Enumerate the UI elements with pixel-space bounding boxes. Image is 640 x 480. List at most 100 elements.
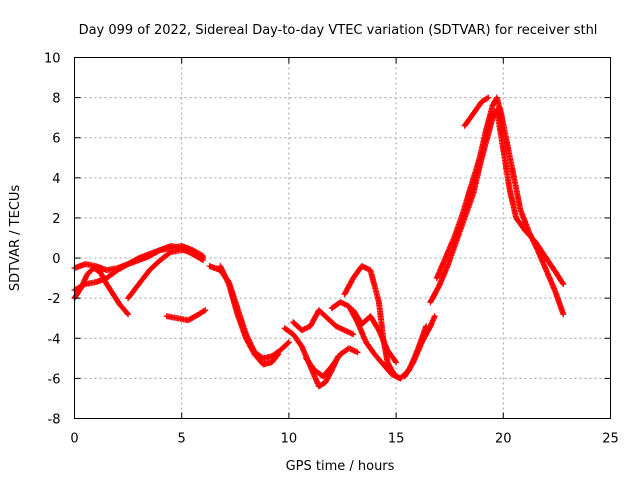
data-marker [511, 174, 524, 212]
data-marker [243, 335, 257, 356]
data-marker [384, 359, 395, 372]
data-marker [431, 313, 438, 320]
data-marker [135, 268, 152, 288]
data-marker [427, 284, 442, 306]
y-axis-title: SDTVAR / TECUs [8, 185, 23, 292]
data-marker [200, 255, 207, 262]
data-marker [375, 327, 390, 352]
data-marker [388, 367, 399, 379]
data-marker [363, 339, 377, 357]
chart-title: Day 099 of 2022, Sidereal Day-to-day VTE… [79, 23, 598, 38]
series-track-q [461, 94, 492, 129]
data-marker [526, 229, 540, 252]
data-marker [461, 111, 476, 129]
x-tick-label: 20 [495, 432, 512, 447]
data-marker [285, 339, 292, 346]
data-marker [275, 351, 282, 358]
data-marker [517, 206, 532, 234]
data-marker [303, 355, 317, 373]
x-tick-labels: 0 5 10 15 20 25 [70, 432, 618, 447]
data-marker [157, 249, 173, 264]
y-tick-label: 8 [52, 92, 60, 107]
data-marker [560, 281, 567, 288]
y-tick-label: -8 [48, 413, 61, 428]
data-marker [358, 263, 372, 273]
y-tick-label: -6 [48, 372, 61, 387]
data-marker [397, 375, 404, 382]
data-marker [324, 315, 338, 329]
data-marker [553, 271, 566, 286]
data-marker [298, 323, 312, 334]
data-marker [185, 312, 201, 324]
y-tick-label: 4 [52, 172, 60, 187]
data-marker [410, 340, 425, 366]
series-track-h [281, 325, 342, 390]
data-marker [444, 240, 459, 270]
data-marker [498, 110, 511, 148]
y-tick-label: 2 [52, 212, 60, 227]
data-marker [401, 360, 416, 380]
data-marker [195, 308, 207, 318]
data-marker [506, 186, 519, 220]
axis-ticks [74, 57, 611, 419]
data-marker [543, 267, 558, 292]
data-marker [281, 325, 295, 337]
data-marker [251, 351, 266, 367]
data-marker [350, 264, 364, 282]
data-marker [442, 236, 457, 262]
data-marker [470, 99, 484, 117]
x-tick-label: 5 [178, 432, 186, 447]
data-marker [500, 146, 513, 192]
data-marker [504, 142, 517, 180]
y-tick-label: 10 [44, 52, 61, 67]
series-track-n [401, 313, 438, 380]
data-marker [513, 214, 527, 232]
data-marker [345, 345, 360, 355]
data-marker [125, 255, 141, 268]
plot-frame [74, 57, 611, 419]
y-tick-label: 6 [52, 132, 60, 147]
x-tick-label: 15 [388, 432, 405, 447]
data-marker [384, 347, 399, 365]
data-marker [268, 352, 281, 366]
series-track-o [427, 106, 567, 306]
data-marker [485, 94, 492, 101]
series-track-d [125, 247, 207, 302]
data-marker [436, 264, 450, 290]
data-marker [315, 380, 328, 390]
data-marker [116, 301, 131, 317]
y-tick-label: 0 [52, 252, 60, 267]
series-track-b [71, 265, 132, 318]
data-marker [371, 351, 386, 367]
data-marker [114, 261, 130, 274]
data-marker [322, 368, 335, 386]
data-marker [543, 255, 560, 276]
data-marker [393, 373, 402, 381]
data-marker [476, 128, 489, 161]
x-tick-label: 10 [281, 432, 298, 447]
data-marker [483, 104, 496, 133]
data-marker [393, 359, 400, 366]
x-tick-label: 25 [602, 432, 619, 447]
y-tick-label: -2 [48, 292, 61, 307]
data-marker [459, 184, 474, 217]
series-track-m [350, 307, 400, 366]
data-marker [90, 265, 102, 275]
data-marks [71, 94, 567, 390]
data-marker [320, 364, 334, 380]
data-marker [163, 313, 179, 321]
data-marker [202, 307, 209, 314]
data-marker [551, 287, 566, 316]
data-marker [478, 95, 490, 105]
series-track-j [303, 345, 361, 380]
data-marker [225, 281, 240, 316]
data-marker [433, 256, 448, 282]
data-marker [125, 311, 132, 318]
data-marker [493, 106, 507, 152]
data-marker [341, 276, 356, 298]
data-marker [277, 340, 291, 354]
data-marker [328, 352, 343, 370]
y-tick-label: -4 [48, 332, 61, 347]
series-track-g [217, 263, 282, 368]
